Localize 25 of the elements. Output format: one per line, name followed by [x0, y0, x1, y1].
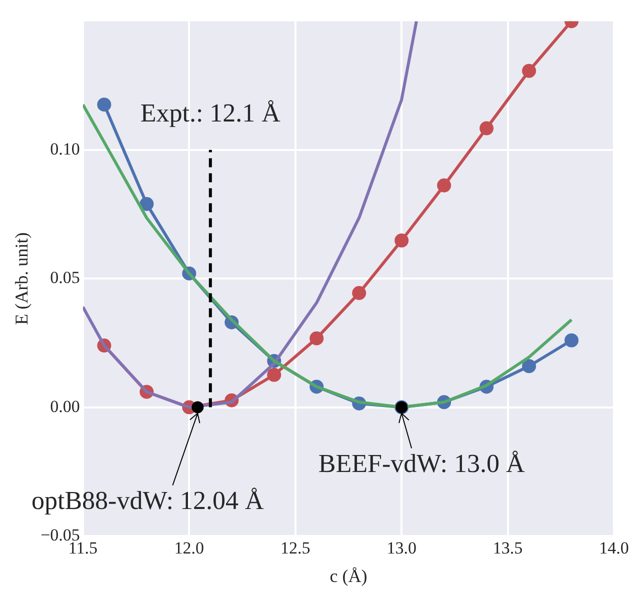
point	[522, 359, 536, 374]
point	[97, 98, 112, 112]
annotation: optB88-vdW: 12.04 Å	[31, 486, 264, 516]
point	[310, 331, 324, 346]
point	[522, 64, 536, 78]
x-tick-label: 13.0	[386, 538, 416, 558]
x-tick-label: 12.0	[174, 538, 204, 558]
x-axis-title: c (Å)	[330, 566, 368, 586]
x-tick-label: 12.5	[280, 538, 310, 558]
point	[352, 286, 366, 300]
point	[564, 333, 579, 348]
y-tick-label: 0.05	[50, 268, 80, 288]
y-tick-label: 0.00	[50, 396, 80, 416]
x-tick-label: 13.5	[492, 538, 523, 558]
point	[267, 368, 282, 382]
point	[394, 234, 409, 248]
point	[192, 401, 204, 414]
x-tick-label: 14.0	[599, 538, 629, 558]
point	[437, 178, 452, 192]
annotation: BEEF-vdW: 13.0 Å	[318, 449, 525, 478]
y-tick-label: 0.10	[50, 139, 80, 158]
annotation: Expt.: 12.1 Å	[140, 98, 281, 128]
y-axis-title: E (Arb. unit)	[12, 232, 32, 325]
point	[140, 196, 154, 211]
point	[480, 121, 494, 136]
